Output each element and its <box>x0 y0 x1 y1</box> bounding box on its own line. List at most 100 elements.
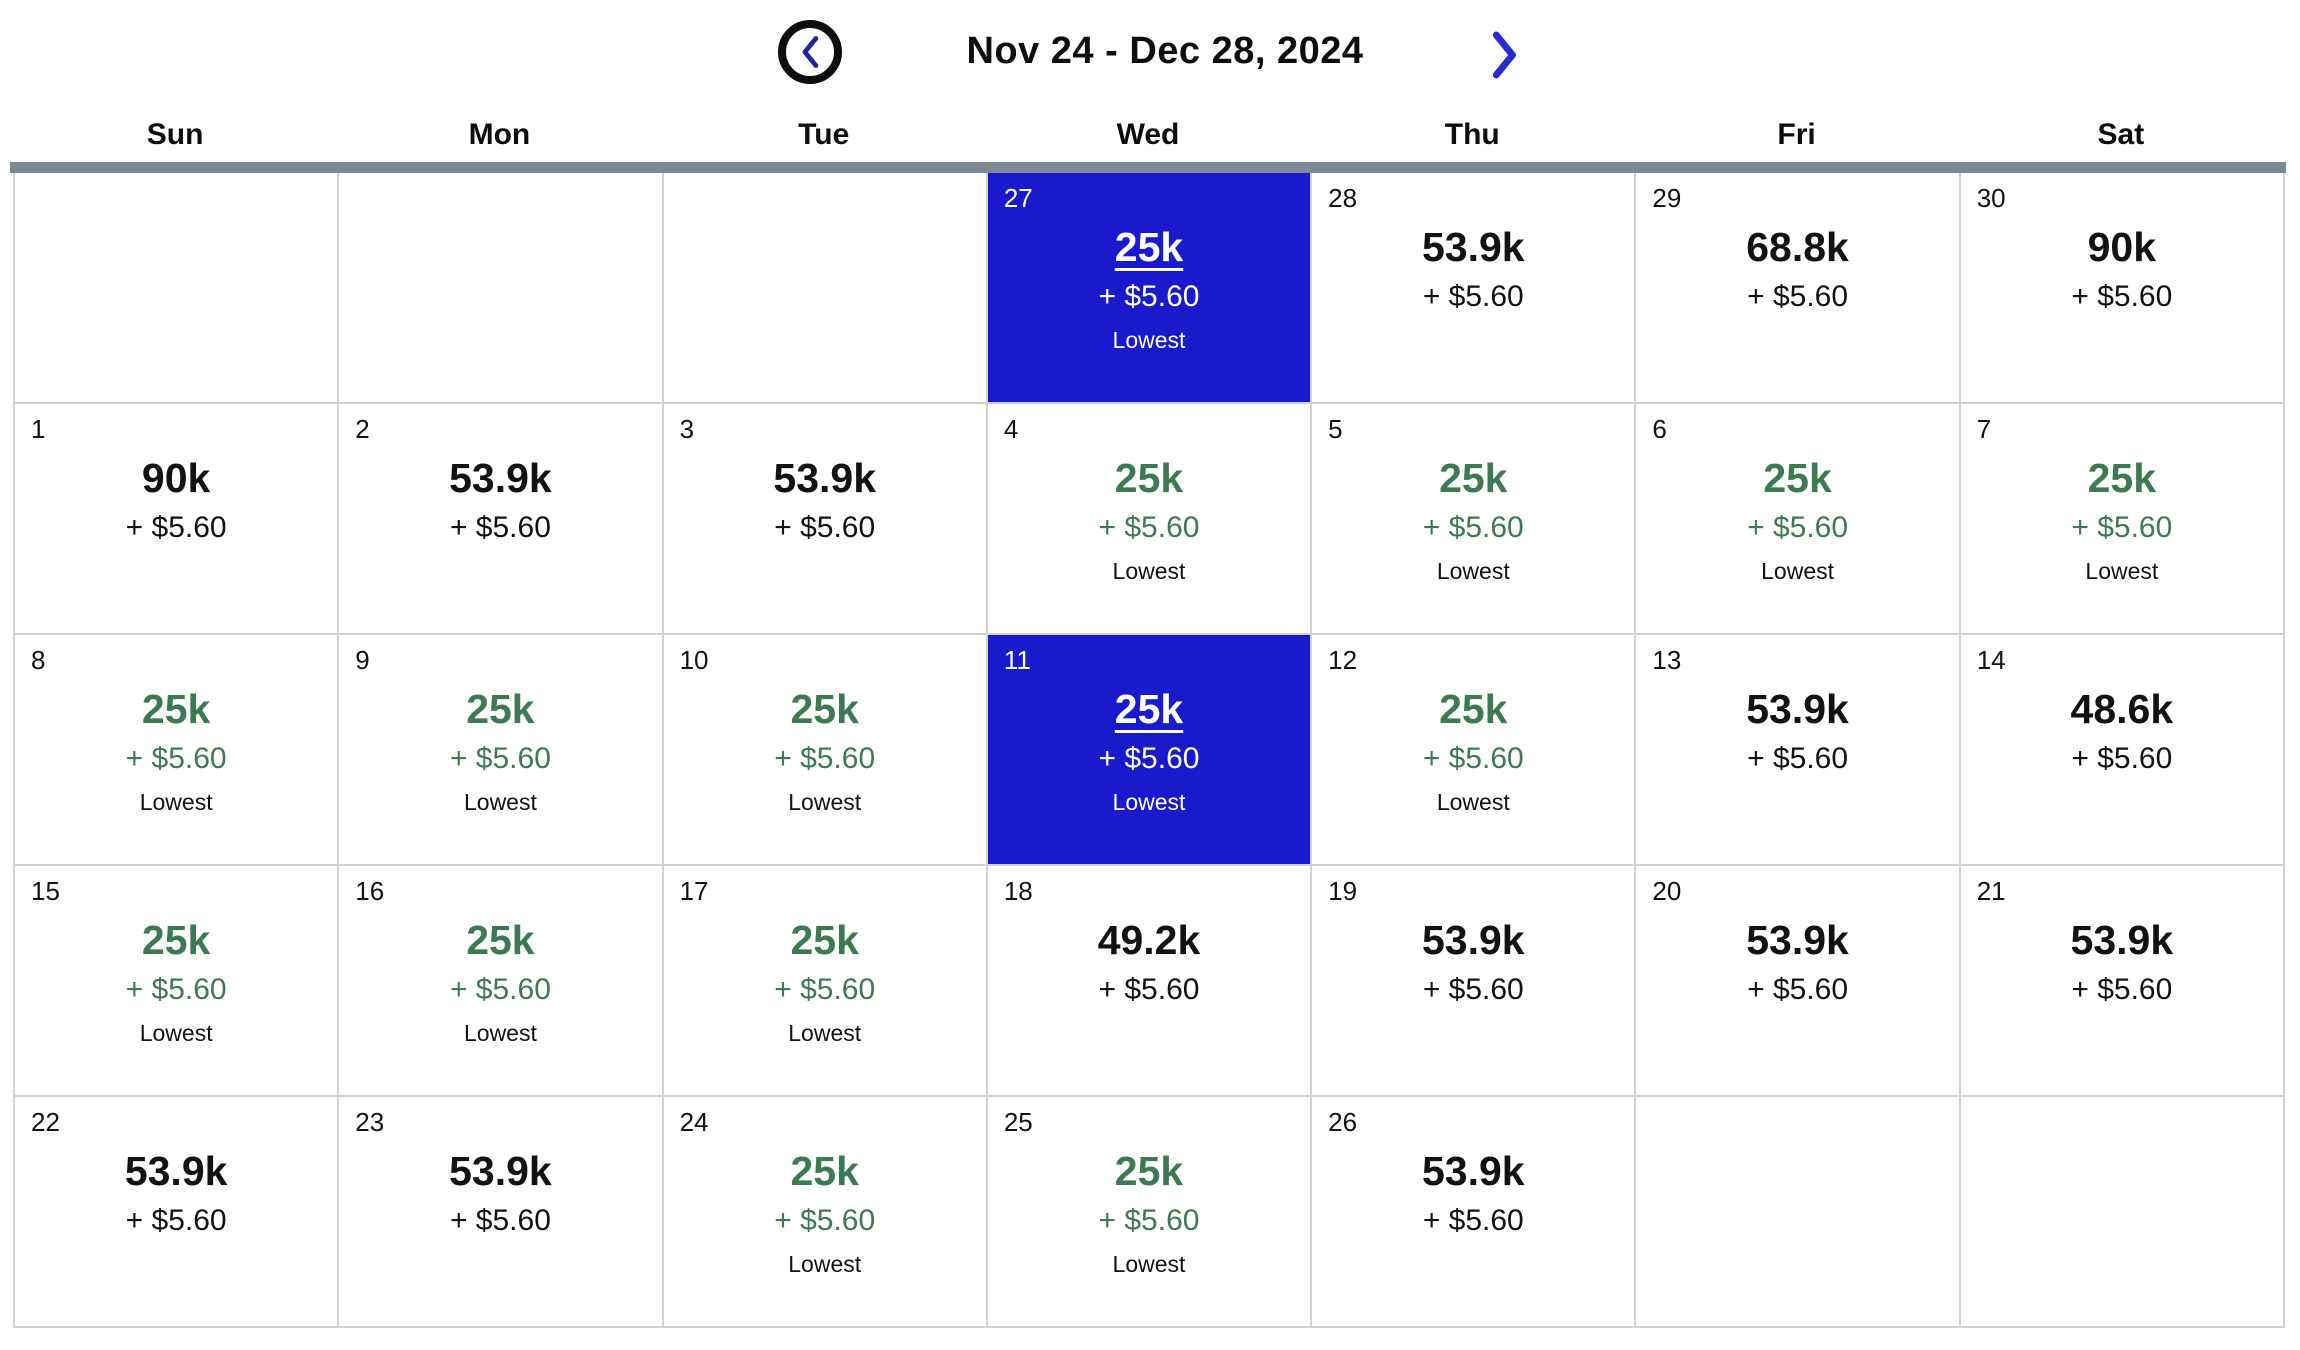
miles-value: 25k <box>1439 455 1508 501</box>
taxes-fees: + $5.60 <box>774 973 876 1006</box>
miles-value: 25k <box>790 1148 859 1194</box>
day-cell-1[interactable]: 1 90k + $5.60 <box>15 404 340 635</box>
miles-value: 25k <box>1114 686 1184 732</box>
taxes-fees: + $5.60 <box>2071 742 2173 775</box>
miles-value: 53.9k <box>449 455 552 501</box>
lowest-badge: Lowest <box>463 1020 537 1046</box>
miles-value: 25k <box>466 917 535 963</box>
weekday-header-row: Sun Mon Tue Wed Thu Fri Sat <box>13 112 2283 158</box>
day-number: 1 <box>31 414 46 444</box>
day-cell-25[interactable]: 25 25k + $5.60 Lowest <box>987 1097 1313 1328</box>
lowest-badge: Lowest <box>1112 789 1186 815</box>
day-cell-24[interactable]: 24 25k + $5.60 Lowest <box>663 1097 988 1328</box>
taxes-fees: + $5.60 <box>1422 1204 1524 1237</box>
day-cell-21[interactable]: 21 53.9k + $5.60 <box>1960 866 2285 1097</box>
lowest-badge: Lowest <box>788 1020 862 1046</box>
day-number: 13 <box>1652 645 1682 675</box>
taxes-fees: + $5.60 <box>125 973 227 1006</box>
weekday-label-wed: Wed <box>1116 118 1180 151</box>
taxes-fees: + $5.60 <box>449 1204 551 1237</box>
day-cell-18[interactable]: 18 49.2k + $5.60 <box>987 866 1313 1097</box>
weekday-label-sun: Sun <box>146 118 204 151</box>
day-number: 23 <box>355 1107 385 1137</box>
taxes-fees: + $5.60 <box>449 742 551 775</box>
next-range-button[interactable] <box>1481 26 1529 84</box>
taxes-fees: + $5.60 <box>774 742 876 775</box>
day-cell-16[interactable]: 16 25k + $5.60 Lowest <box>339 866 664 1097</box>
day-cell-4[interactable]: 4 25k + $5.60 Lowest <box>987 404 1313 635</box>
lowest-badge: Lowest <box>139 789 213 815</box>
day-cell-3[interactable]: 3 53.9k + $5.60 <box>663 404 988 635</box>
day-cell-13[interactable]: 13 53.9k + $5.60 <box>1636 635 1961 866</box>
day-number: 21 <box>1976 876 2006 906</box>
day-number: 12 <box>1328 645 1358 675</box>
day-cell-29[interactable]: 29 68.8k + $5.60 <box>1636 173 1961 404</box>
weekday-label-thu: Thu <box>1444 118 1500 151</box>
day-number: 9 <box>355 645 370 675</box>
day-cell-23[interactable]: 23 53.9k + $5.60 <box>339 1097 664 1328</box>
day-cell-9[interactable]: 9 25k + $5.60 Lowest <box>339 635 664 866</box>
day-cell-2[interactable]: 2 53.9k + $5.60 <box>339 404 664 635</box>
day-cell-17[interactable]: 17 25k + $5.60 Lowest <box>663 866 988 1097</box>
day-cell-26[interactable]: 26 53.9k + $5.60 <box>1312 1097 1637 1328</box>
taxes-fees: + $5.60 <box>1747 511 1849 544</box>
day-cell-7[interactable]: 7 25k + $5.60 Lowest <box>1960 404 2285 635</box>
miles-value: 25k <box>1114 224 1184 270</box>
miles-value: 53.9k <box>773 455 876 501</box>
lowest-badge: Lowest <box>463 789 537 815</box>
taxes-fees: + $5.60 <box>1422 742 1524 775</box>
empty-cell <box>15 173 340 404</box>
taxes-fees: + $5.60 <box>1098 1204 1200 1237</box>
empty-cell <box>1960 1097 2285 1328</box>
day-cell-27[interactable]: 27 25k + $5.60 Lowest <box>987 173 1313 404</box>
day-cell-8[interactable]: 8 25k + $5.60 Lowest <box>15 635 340 866</box>
calendar-grid: 27 25k + $5.60 Lowest 28 53.9k + $5.60 29 68.8k +… <box>13 173 2285 1328</box>
miles-value: 53.9k <box>2070 917 2174 963</box>
miles-value: 49.2k <box>1097 917 1201 963</box>
miles-value: 53.9k <box>1746 686 1849 732</box>
miles-value: 25k <box>466 686 535 732</box>
day-cell-5[interactable]: 5 25k + $5.60 Lowest <box>1312 404 1637 635</box>
day-number: 10 <box>679 645 709 675</box>
day-cell-14[interactable]: 14 48.6k + $5.60 <box>1960 635 2285 866</box>
day-number: 29 <box>1652 183 1682 213</box>
taxes-fees: + $5.60 <box>774 1204 876 1237</box>
day-cell-22[interactable]: 22 53.9k + $5.60 <box>15 1097 340 1328</box>
day-cell-12[interactable]: 12 25k + $5.60 Lowest <box>1312 635 1637 866</box>
day-cell-30[interactable]: 30 90k + $5.60 <box>1960 173 2285 404</box>
prev-range-button[interactable] <box>778 20 842 84</box>
day-number: 17 <box>679 876 709 906</box>
miles-value: 25k <box>790 917 859 963</box>
day-cell-6[interactable]: 6 25k + $5.60 Lowest <box>1636 404 1961 635</box>
taxes-fees: + $5.60 <box>1098 511 1200 544</box>
day-number: 20 <box>1652 876 1682 906</box>
date-range-title: Nov 24 - Dec 28, 2024 <box>966 30 1364 72</box>
miles-value: 68.8k <box>1746 224 1849 270</box>
miles-value: 90k <box>2087 224 2157 270</box>
taxes-fees: + $5.60 <box>449 973 551 1006</box>
day-cell-28[interactable]: 28 53.9k + $5.60 <box>1312 173 1637 404</box>
miles-value: 25k <box>1114 1148 1184 1194</box>
day-number: 2 <box>355 414 370 444</box>
day-number: 8 <box>31 645 46 675</box>
taxes-fees: + $5.60 <box>774 511 876 544</box>
taxes-fees: + $5.60 <box>2071 511 2173 544</box>
day-number: 24 <box>679 1107 709 1137</box>
chevron-right-icon <box>1490 28 1520 82</box>
day-cell-15[interactable]: 15 25k + $5.60 Lowest <box>15 866 340 1097</box>
miles-value: 53.9k <box>1746 917 1849 963</box>
day-cell-11[interactable]: 11 25k + $5.60 Lowest <box>987 635 1313 866</box>
lowest-badge: Lowest <box>1761 558 1834 584</box>
weekday-label-tue: Tue <box>798 118 850 151</box>
chevron-left-icon <box>799 35 821 69</box>
taxes-fees: + $5.60 <box>125 742 227 775</box>
miles-value: 53.9k <box>124 1148 228 1194</box>
day-number: 30 <box>1976 183 2006 213</box>
day-cell-19[interactable]: 19 53.9k + $5.60 <box>1312 866 1637 1097</box>
lowest-badge: Lowest <box>1112 1251 1186 1277</box>
day-cell-20[interactable]: 20 53.9k + $5.60 <box>1636 866 1961 1097</box>
day-cell-10[interactable]: 10 25k + $5.60 Lowest <box>663 635 988 866</box>
taxes-fees: + $5.60 <box>1747 280 1849 313</box>
taxes-fees: + $5.60 <box>1422 973 1524 1006</box>
taxes-fees: + $5.60 <box>2071 280 2173 313</box>
